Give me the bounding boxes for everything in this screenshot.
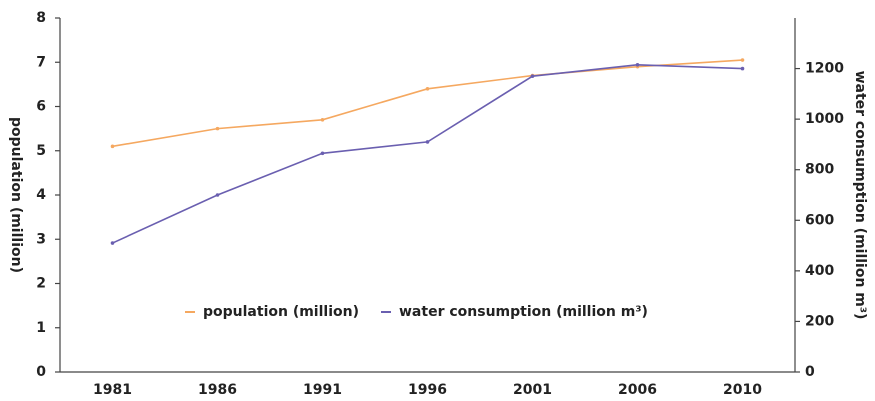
x-tick-label: 1981: [93, 382, 132, 398]
x-tick-label: 1991: [303, 382, 342, 398]
y-tick-label: 8: [36, 10, 46, 26]
y2-tick-label: 1200: [805, 61, 844, 77]
y-tick-label: 4: [36, 187, 46, 203]
line: [112, 59, 743, 148]
y-tick-label: 3: [36, 231, 46, 247]
point: [320, 117, 325, 122]
y-tick-label: 6: [36, 99, 46, 115]
point: [320, 151, 325, 156]
legend-label: population (million): [203, 304, 359, 320]
x-tick-label: 1986: [198, 382, 237, 398]
y-tick-label: 1: [36, 320, 46, 336]
line: [112, 63, 743, 244]
legend-label: water consumption (million m³): [399, 304, 648, 320]
point: [425, 140, 430, 144]
y2-tick-label: 800: [805, 162, 834, 178]
point: [740, 58, 745, 62]
point: [215, 193, 220, 197]
point: [215, 126, 220, 131]
y2-tick-label: 400: [805, 263, 834, 279]
point: [635, 62, 640, 67]
y2-tick-label: 200: [805, 313, 834, 329]
point: [530, 74, 535, 78]
point: [425, 87, 430, 91]
y-tick-label: 7: [36, 54, 46, 70]
x-tick-label: 2006: [618, 382, 657, 398]
y-tick-label: 0: [36, 364, 46, 380]
x-tick-label: 2001: [513, 382, 552, 398]
y2-axis-label: water consumption (million m³): [852, 71, 868, 320]
y2-tick-label: 1000: [805, 111, 844, 127]
point: [740, 66, 745, 71]
x-tick-label: 1996: [408, 382, 447, 398]
y-axis-label: population (million): [8, 117, 24, 273]
y-tick-label: 2: [36, 276, 46, 292]
x-tick-label: 2010: [723, 382, 762, 398]
point: [110, 241, 115, 245]
y2-tick-label: 0: [805, 364, 815, 380]
y2-tick-label: 600: [805, 212, 834, 228]
point: [110, 144, 115, 149]
y-tick-label: 5: [36, 143, 46, 159]
